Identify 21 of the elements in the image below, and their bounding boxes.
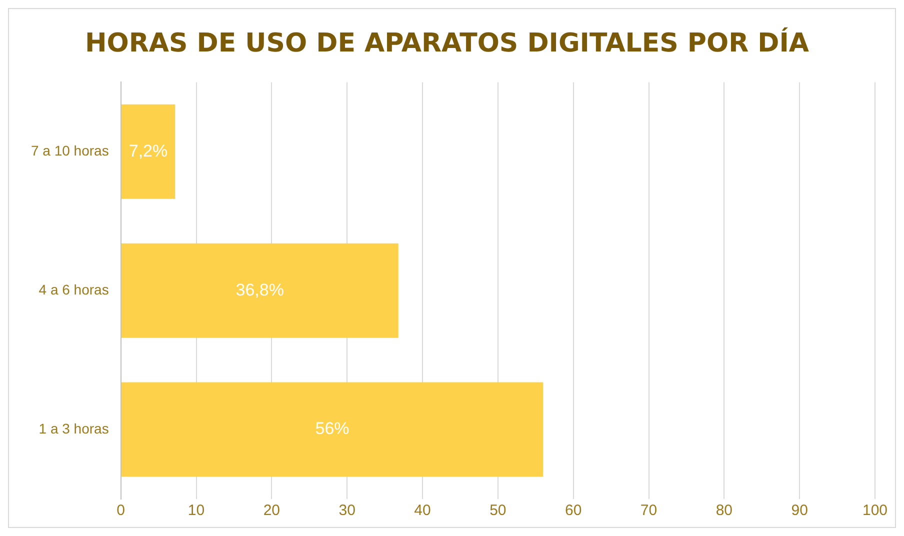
x-tick-label: 20 [263, 502, 280, 520]
x-tick-label: 60 [564, 502, 582, 520]
y-tick-label: 7 a 10 horas [30, 142, 109, 159]
bar [121, 243, 398, 338]
x-tick-label: 30 [338, 502, 356, 520]
chart-title: HORAS DE USO DE APARATOS DIGITALES POR DÍA [84, 26, 810, 58]
x-tick-label: 50 [490, 502, 506, 520]
x-tick-label: 90 [791, 502, 808, 520]
x-tick-label: 0 [116, 502, 126, 520]
data-label: 7,2% [128, 141, 168, 160]
x-tick-label: 40 [414, 502, 431, 520]
y-tick-label: 4 a 6 horas [38, 281, 109, 298]
x-tick-label: 10 [188, 502, 205, 520]
data-label: 56% [315, 419, 350, 438]
bar [121, 382, 544, 477]
x-tick-label: 100 [862, 502, 888, 520]
x-tick-label: 70 [640, 502, 658, 520]
data-label: 36,8% [236, 280, 284, 300]
y-tick-label: 1 a 3 horas [38, 420, 109, 436]
x-tick-label: 80 [716, 502, 733, 520]
bar [121, 104, 176, 199]
